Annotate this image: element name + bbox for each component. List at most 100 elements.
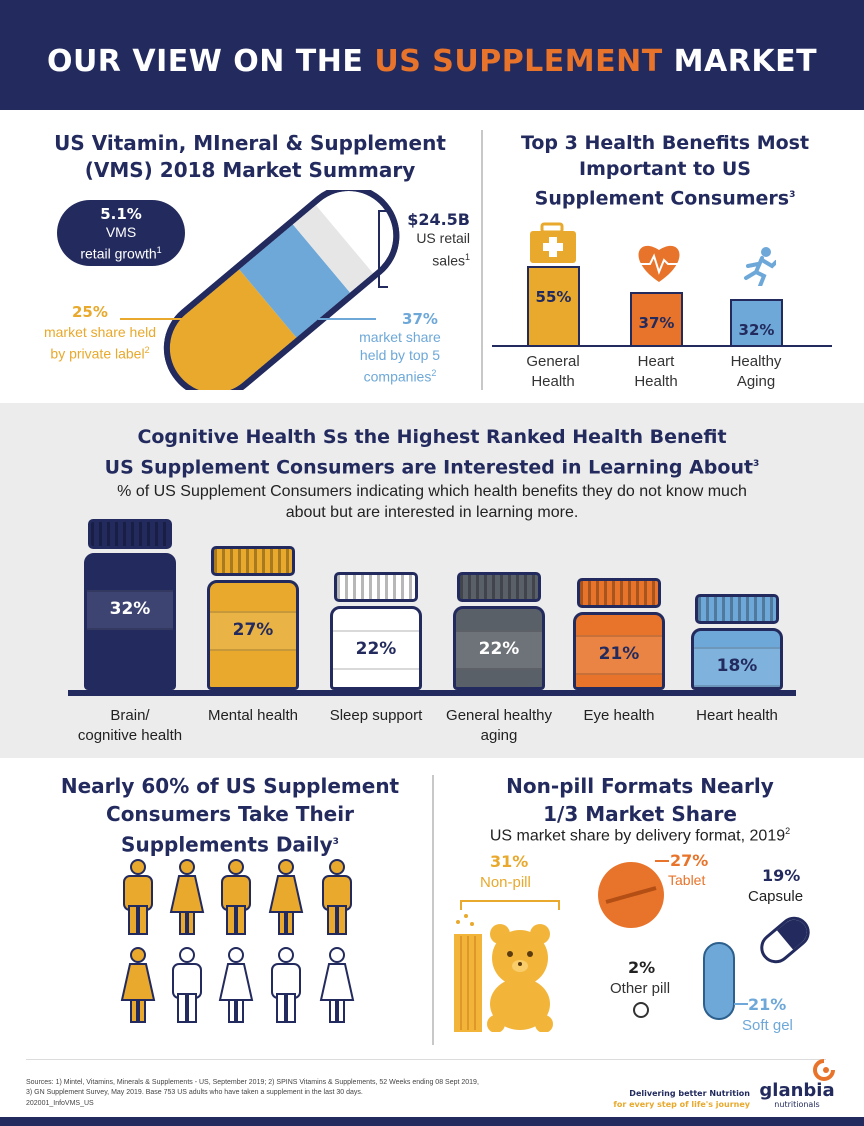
jar-lid: [457, 572, 541, 602]
nonpill-bracket: [460, 900, 560, 910]
jar-body: 27%: [207, 580, 299, 690]
footer-divider: [26, 1059, 826, 1060]
jar: 27%: [207, 546, 299, 690]
jar-label-band: [694, 647, 780, 687]
private-label-value: 25%: [72, 303, 108, 321]
benefit-label: Heart Health: [634, 353, 678, 390]
jar-value: 21%: [598, 644, 640, 664]
jar: 21%: [573, 578, 665, 690]
benefit-value: 32%: [738, 321, 775, 339]
footer-sources: Sources: 1) Mintel, Vitamins, Minerals &…: [26, 1078, 586, 1109]
nonpill-value: 31%: [490, 852, 529, 871]
top5-line2: held by top 5: [359, 347, 441, 363]
jar-body: 22%: [330, 606, 422, 690]
section-divider-2: [432, 775, 434, 1045]
jar-label-band: [576, 635, 662, 675]
jar-baseline: [68, 690, 796, 696]
tablet-value: 27%: [670, 851, 709, 870]
footer-tagline: Delivering better Nutrition for every st…: [613, 1089, 750, 1109]
sales-bracket: [378, 210, 388, 288]
person-icon: [123, 859, 153, 935]
person-icon: [120, 947, 156, 1023]
nonpill-label: Non-pill: [480, 874, 531, 891]
tablet-leader: [655, 860, 669, 862]
header-banner: [0, 0, 864, 110]
benefit-label: General Health: [526, 353, 580, 390]
person-icon: [169, 859, 205, 935]
jar-body: 18%: [691, 628, 783, 690]
benefit-value: 55%: [535, 288, 572, 306]
other-value: 2%: [628, 958, 656, 977]
jar-value: 27%: [232, 620, 274, 640]
jar-value: 22%: [478, 639, 520, 659]
benefit-bar: [630, 292, 683, 345]
gummy-bear-icon: [454, 914, 553, 1032]
jar-category-label: Sleep support: [329, 707, 423, 724]
jar-category-label: Mental health: [207, 707, 299, 724]
jar: 22%: [453, 572, 545, 690]
jar-category-label: Heart health: [696, 707, 778, 724]
cognitive-title: Cognitive Health Ss the Highest Ranked H…: [104, 426, 760, 479]
capsule-value: 19%: [762, 866, 801, 885]
jar-label-band: [333, 630, 419, 670]
jar-body: 21%: [573, 612, 665, 690]
person-icon: [319, 947, 355, 1023]
daily-title: Nearly 60% of US Supplement Consumers Tak…: [60, 774, 400, 857]
softgel-label: Soft gel: [742, 1017, 793, 1034]
jar-body: 22%: [453, 606, 545, 690]
jar: 18%: [691, 594, 783, 690]
benefit-bar: [730, 299, 783, 345]
cognitive-subtitle: % of US Supplement Consumers indicating …: [117, 483, 747, 521]
jar: 32%: [84, 519, 176, 690]
jar-body: 32%: [84, 553, 176, 690]
benefit-baseline: [492, 345, 832, 347]
running-person-icon: [744, 247, 776, 286]
growth-label-1: VMS: [105, 224, 137, 240]
person-icon: [322, 859, 352, 935]
benefit-value: 37%: [638, 314, 675, 332]
jar-label-band: [456, 630, 542, 670]
formats-subtitle: US market share by delivery format, 2019…: [489, 826, 791, 845]
jar-lid: [334, 572, 418, 602]
other-label: Other pill: [610, 980, 671, 997]
capsule-pill-icon: [760, 916, 810, 964]
other-pill-icon: [633, 1002, 649, 1018]
brand-subname: nutritionals: [774, 1100, 820, 1109]
private-label-line2: by private label: [50, 345, 145, 362]
private-label-leader: [120, 318, 200, 320]
jar-category-label: General healthy aging: [446, 707, 552, 744]
heartbeat-icon: [638, 245, 680, 282]
jar-lid: [211, 546, 295, 576]
jar: 22%: [330, 572, 422, 690]
softgel-icon: [703, 942, 735, 1020]
jar-label-band: [210, 611, 296, 651]
section-divider: [481, 130, 483, 390]
benefit-label: Healthy Aging: [730, 353, 782, 390]
glanbia-logo-icon: [813, 1059, 835, 1081]
softgel-value: 21%: [748, 995, 787, 1014]
sales-label-1: US retail: [416, 230, 470, 246]
growth-value: 5.1%: [100, 205, 142, 223]
private-label-line1: market share held: [43, 324, 157, 340]
top5-line1: market share: [359, 329, 441, 345]
person-icon: [221, 859, 251, 935]
person-icon: [218, 947, 254, 1023]
top5-value: 37%: [402, 310, 438, 328]
capsule-illustration: [163, 190, 400, 390]
benefit-bar: [527, 266, 580, 345]
tablet-label: Tablet: [668, 872, 706, 888]
person-icon: [172, 947, 202, 1023]
person-icon: [268, 859, 304, 935]
jar-category-label: Eye health: [583, 707, 655, 724]
jar-lid: [695, 594, 779, 624]
jar-category-label: Brain/cognitive health: [77, 707, 183, 744]
footer-bar: [0, 1117, 864, 1126]
jar-value: 22%: [355, 639, 397, 659]
sales-label-2: sales: [432, 252, 465, 269]
top5-leader: [318, 318, 376, 320]
brand-name: glanbia: [759, 1080, 835, 1101]
tablet-icon: [598, 862, 664, 928]
jar-lid: [88, 519, 172, 549]
growth-badge: [57, 200, 185, 266]
top5-line3: companies: [363, 368, 432, 385]
